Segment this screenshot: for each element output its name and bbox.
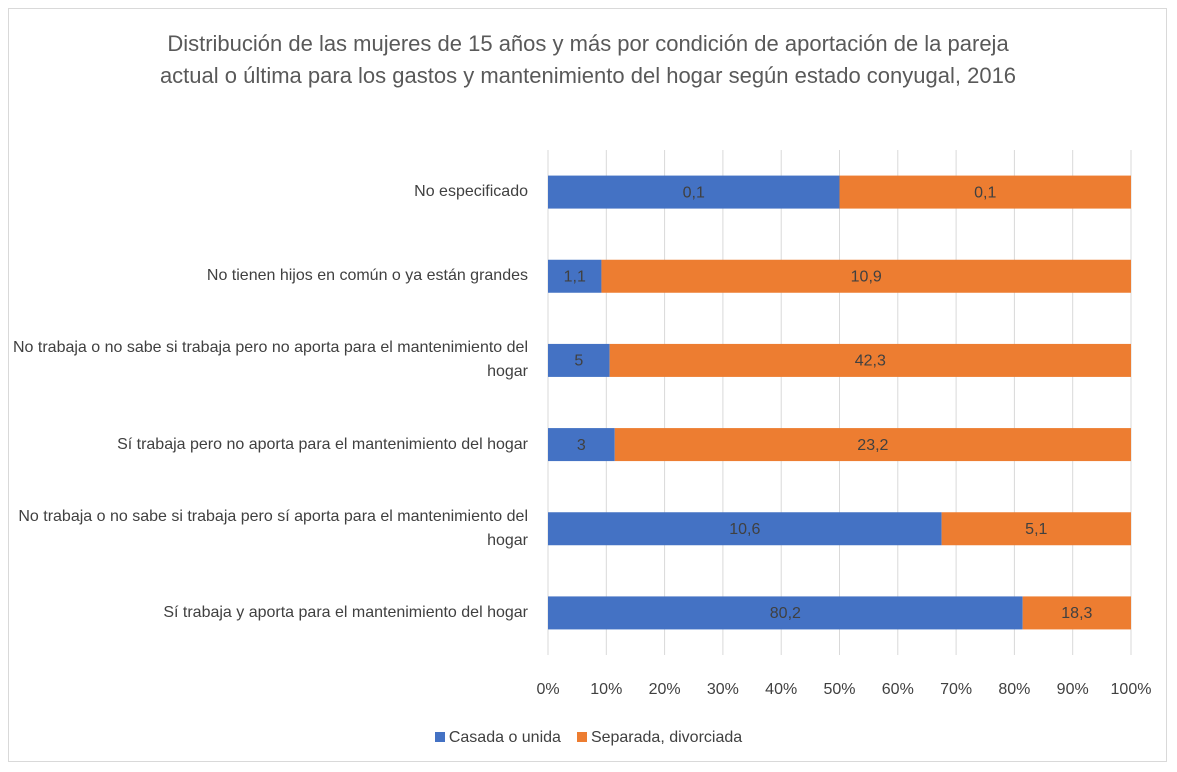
bar-segment (548, 428, 615, 462)
data-label: 5 (574, 353, 583, 370)
bar-segment (614, 428, 1131, 462)
legend: Casada o unida Separada, divorciada (0, 729, 1177, 747)
bar-segment (941, 512, 1131, 546)
legend-swatch (434, 732, 445, 742)
x-tick-label: 40% (765, 681, 797, 698)
data-label: 3 (577, 437, 586, 454)
data-label: 0,1 (974, 184, 996, 201)
category-label: No especificado (414, 183, 528, 201)
x-tick-label: 30% (707, 681, 739, 698)
data-label: 80,2 (770, 605, 801, 622)
data-label: 1,1 (564, 268, 586, 285)
data-label: 0,1 (683, 184, 705, 201)
x-tick-label: 60% (882, 681, 914, 698)
x-tick-label: 50% (823, 681, 855, 698)
bar-segment (609, 343, 1131, 377)
bar-segment (548, 259, 602, 293)
data-label: 42,3 (855, 353, 886, 370)
data-label: 5,1 (1025, 521, 1047, 538)
data-label: 18,3 (1061, 605, 1092, 622)
x-tick-label: 20% (649, 681, 681, 698)
bar-segment (601, 259, 1131, 293)
legend-label: Casada o unida (448, 729, 561, 746)
x-tick-label: 10% (590, 681, 622, 698)
legend-label: Separada, divorciada (590, 729, 743, 746)
legend-item: Casada o unida (434, 729, 561, 747)
category-label: Sí trabaja y aporta para el mantenimient… (163, 603, 528, 621)
bar-segment (548, 343, 610, 377)
bar-segment (839, 175, 1131, 209)
bar-segment (548, 596, 1023, 630)
legend-item: Separada, divorciada (576, 729, 743, 747)
x-tick-label: 70% (940, 681, 972, 698)
bar-segment (548, 175, 840, 209)
x-tick-label: 80% (998, 681, 1030, 698)
legend-swatch (576, 732, 587, 742)
chart-frame (8, 8, 1167, 762)
data-label: 23,2 (857, 437, 888, 454)
x-tick-label: 0% (536, 681, 559, 698)
category-label: No trabaja o no sabe si trabaja pero no … (13, 339, 528, 381)
category-label: No trabaja o no sabe si trabaja pero sí … (18, 507, 528, 549)
bar-segment (548, 512, 942, 546)
x-tick-label: 90% (1057, 681, 1089, 698)
data-label: 10,6 (729, 521, 760, 538)
chart-title: Distribución de las mujeres de 15 años y… (159, 31, 1017, 88)
category-label: No tienen hijos en común o ya están gran… (206, 267, 528, 285)
data-label: 10,9 (851, 268, 882, 285)
category-label: Sí trabaja pero no aporta para el manten… (117, 435, 528, 453)
x-tick-label: 100% (1111, 681, 1152, 698)
bar-segment (1022, 596, 1131, 630)
